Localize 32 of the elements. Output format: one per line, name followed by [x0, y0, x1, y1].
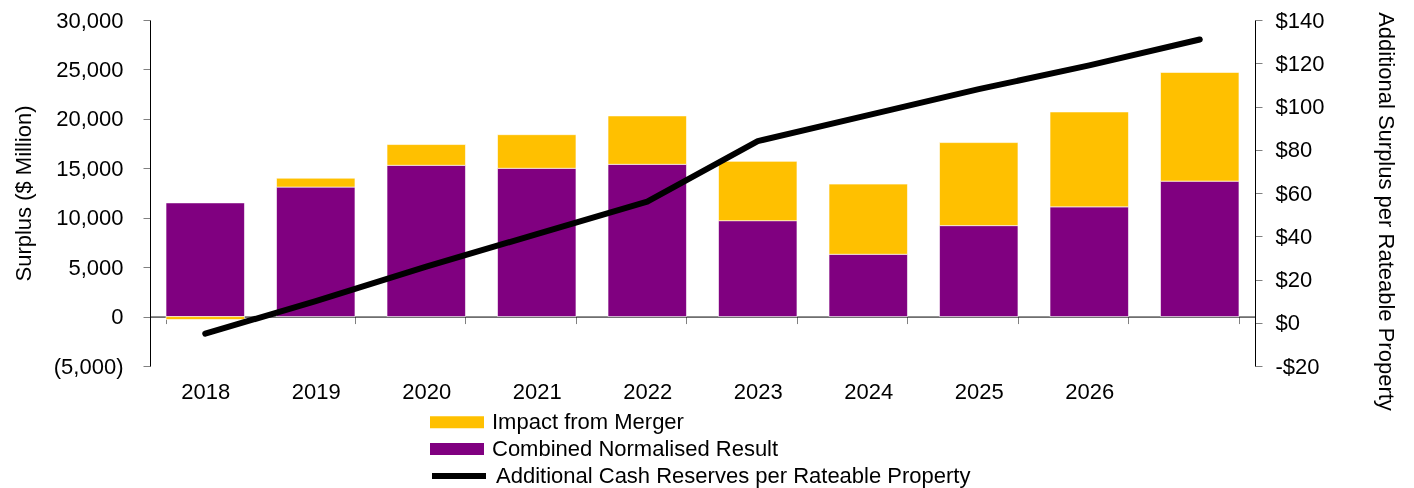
y-tick-label: (5,000) — [53, 353, 124, 379]
y2-tick-label: $140 — [1275, 7, 1325, 33]
y-tick-label: 5,000 — [68, 254, 124, 280]
y-tick-label: 20,000 — [56, 106, 124, 132]
x-tick-label: 2024 — [844, 379, 894, 405]
y-axis-title: Surplus ($ Million) — [10, 105, 36, 282]
y-tick-label: 10,000 — [56, 205, 124, 231]
x-tick-label: 2023 — [733, 379, 783, 405]
y2-tick-label: $20 — [1275, 267, 1313, 292]
x-tick-label: 2019 — [291, 379, 341, 405]
x-tick-label: 2025 — [954, 379, 1004, 405]
y2-tick-label: $60 — [1275, 180, 1313, 206]
y2-axis-title: Additional Surplus per Rateable Property — [1374, 12, 1400, 411]
legend-label: Combined Normalised Result — [492, 436, 779, 462]
x-tick-label: 2022 — [623, 379, 673, 405]
y-tick-label: 25,000 — [56, 56, 124, 82]
y2-tick-label: $80 — [1275, 137, 1313, 163]
legend-label: Impact from Merger — [492, 409, 684, 435]
y-tick-label: 30,000 — [56, 7, 124, 33]
x-tick-label: 2020 — [402, 379, 452, 405]
y2-tick-label: $0 — [1275, 310, 1300, 336]
y2-tick-label: $120 — [1275, 50, 1325, 76]
x-tick-label: 2026 — [1065, 379, 1115, 405]
y2-tick-label: $40 — [1275, 223, 1313, 249]
y-tick-label: 0 — [111, 304, 124, 330]
legend-label: Additional Cash Reserves per Rateable Property — [496, 463, 971, 488]
y2-tick-label: $100 — [1275, 94, 1325, 119]
y2-tick-label: -$20 — [1275, 353, 1320, 379]
x-tick-label: 2018 — [181, 379, 231, 405]
y-tick-label: 15,000 — [56, 155, 124, 181]
x-tick-label: 2021 — [512, 379, 562, 405]
bar — [165, 202, 245, 318]
